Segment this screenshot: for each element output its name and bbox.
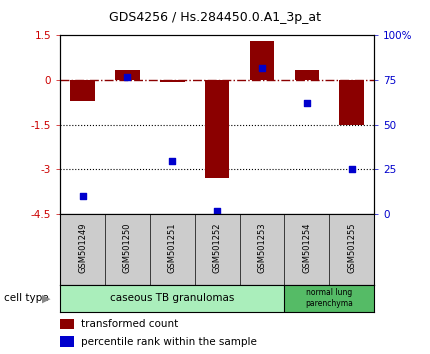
Text: GSM501250: GSM501250 xyxy=(123,223,132,273)
Text: GSM501254: GSM501254 xyxy=(302,223,311,273)
Bar xyxy=(115,70,140,80)
Bar xyxy=(295,70,319,80)
Bar xyxy=(160,80,184,81)
Bar xyxy=(60,336,74,347)
Text: percentile rank within the sample: percentile rank within the sample xyxy=(80,337,256,347)
Point xyxy=(169,158,176,164)
Bar xyxy=(205,80,230,178)
Text: caseous TB granulomas: caseous TB granulomas xyxy=(110,293,234,303)
Bar xyxy=(60,285,284,312)
Point xyxy=(124,74,131,79)
Bar xyxy=(284,285,374,312)
Text: GSM501251: GSM501251 xyxy=(168,223,177,273)
Text: ▶: ▶ xyxy=(42,293,51,303)
Text: GSM501255: GSM501255 xyxy=(347,223,356,273)
Text: normal lung
parenchyma: normal lung parenchyma xyxy=(305,288,353,308)
Text: GSM501253: GSM501253 xyxy=(258,223,267,274)
Text: cell type: cell type xyxy=(4,293,49,303)
Text: transformed count: transformed count xyxy=(80,319,178,329)
Text: GDS4256 / Hs.284450.0.A1_3p_at: GDS4256 / Hs.284450.0.A1_3p_at xyxy=(109,11,321,24)
Point xyxy=(258,65,265,70)
Text: GSM501252: GSM501252 xyxy=(213,223,221,273)
Point xyxy=(348,167,355,172)
Bar xyxy=(60,319,74,329)
Point xyxy=(304,101,310,106)
Bar xyxy=(70,80,95,101)
Point xyxy=(79,193,86,199)
Point xyxy=(214,208,221,213)
Bar xyxy=(250,41,274,80)
Bar xyxy=(339,80,364,125)
Text: GSM501249: GSM501249 xyxy=(78,223,87,273)
